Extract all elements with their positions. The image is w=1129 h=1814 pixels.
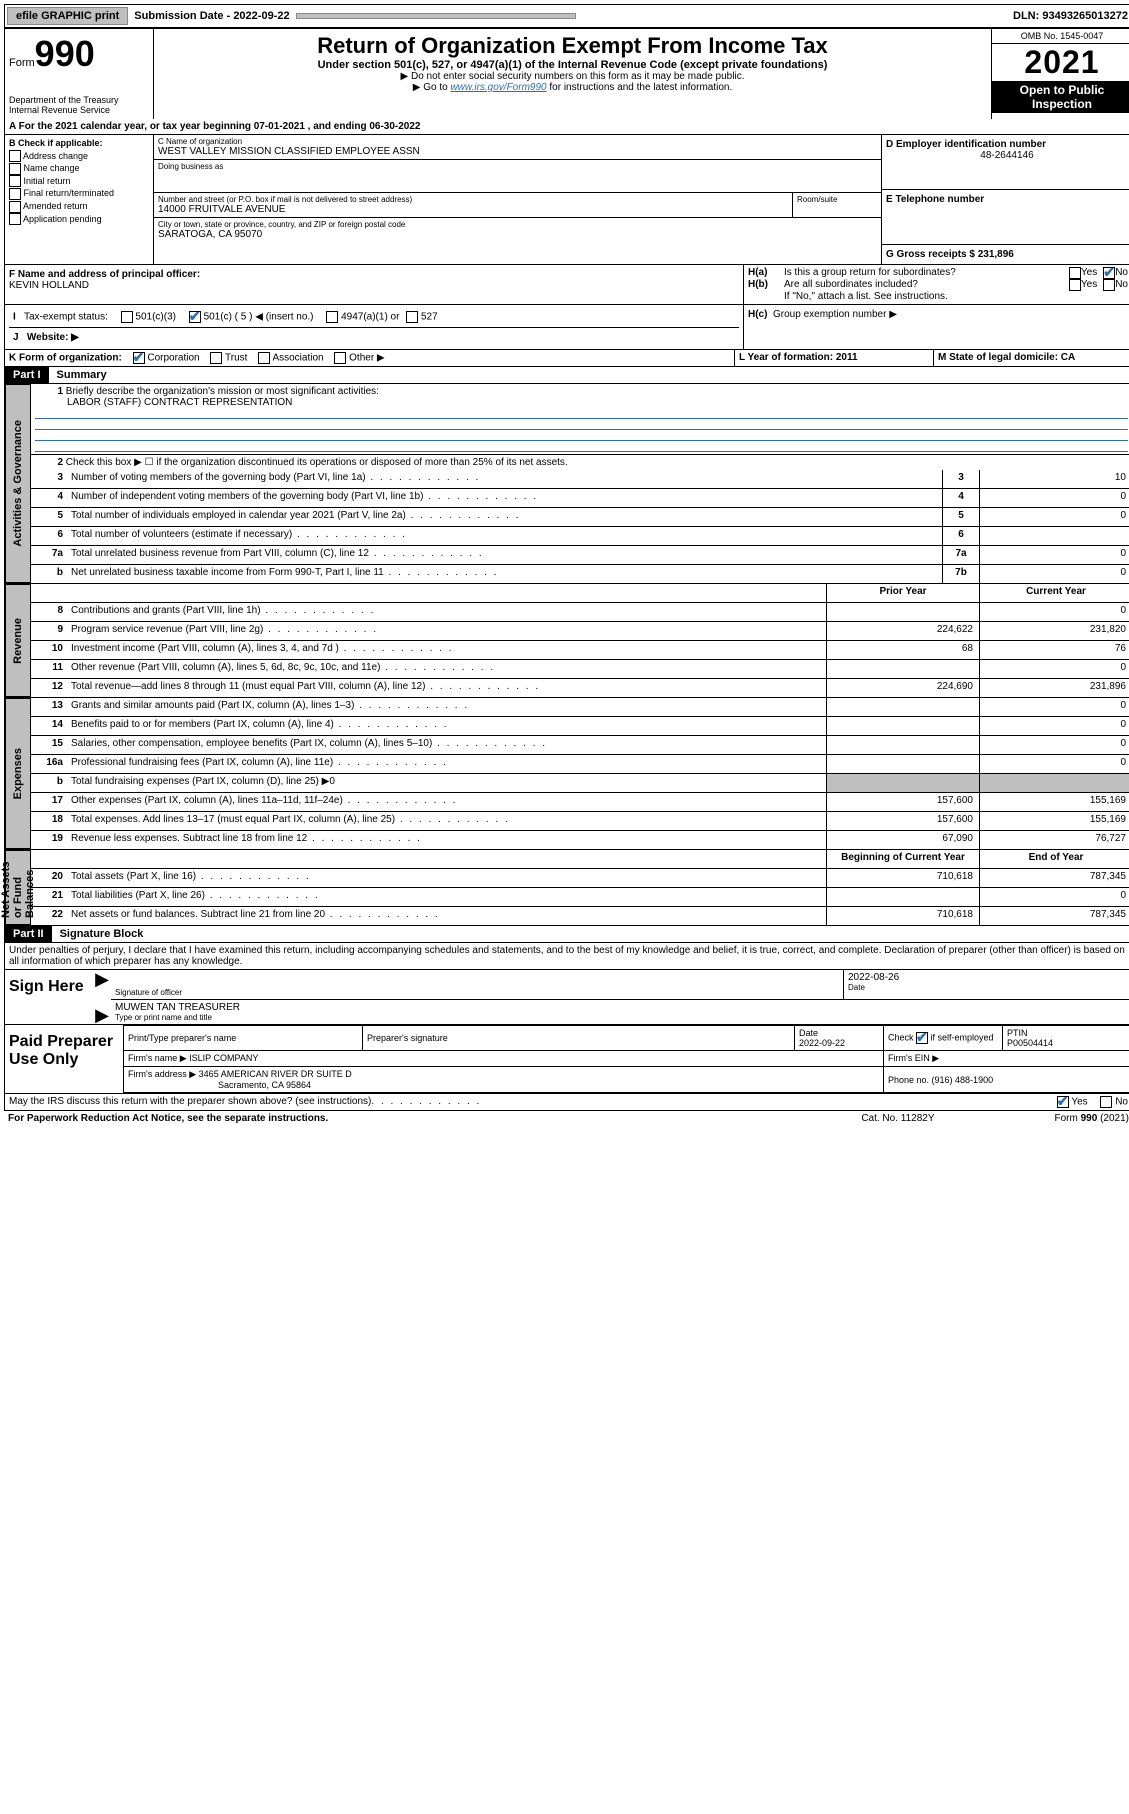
tab-governance: Activities & Governance <box>5 384 30 583</box>
section-m-state: M State of legal domicile: CA <box>933 350 1129 366</box>
arrow-icon: ▶▶ <box>93 970 111 1024</box>
table-row: 14Benefits paid to or for members (Part … <box>31 717 1129 736</box>
page-title: Return of Organization Exempt From Incom… <box>158 33 987 59</box>
mission-text: LABOR (STAFF) CONTRACT REPRESENTATION <box>35 397 1128 408</box>
other-checkbox[interactable] <box>334 352 346 364</box>
527-checkbox[interactable] <box>406 311 418 323</box>
preparer-sig-label: Preparer's signature <box>363 1026 795 1051</box>
tax-year-line: A For the 2021 calendar year, or tax yea… <box>5 119 1129 134</box>
irs-discuss-row: May the IRS discuss this return with the… <box>5 1093 1129 1110</box>
sign-here-label: Sign Here <box>5 970 93 1024</box>
section-f-officer: F Name and address of principal officer:… <box>5 265 743 304</box>
section-k-form-org: K Form of organization: Corporation Trus… <box>5 350 734 366</box>
part2-title: Signature Block <box>52 928 144 940</box>
irs-link[interactable]: www.irs.gov/Form990 <box>450 82 546 93</box>
table-row: 9Program service revenue (Part VIII, lin… <box>31 622 1129 641</box>
ha-no-checkbox[interactable] <box>1103 267 1115 279</box>
top-bar: efile GRAPHIC print Submission Date - 20… <box>4 4 1129 28</box>
final-return-checkbox[interactable] <box>9 188 21 200</box>
table-row: 7aTotal unrelated business revenue from … <box>31 546 1129 565</box>
address-change-checkbox[interactable] <box>9 150 21 162</box>
col-prior-year: Prior Year <box>826 584 979 602</box>
penalty-text: Under penalties of perjury, I declare th… <box>5 943 1129 970</box>
corp-checkbox[interactable] <box>133 352 145 364</box>
initial-return-checkbox[interactable] <box>9 175 21 187</box>
col-beginning-year: Beginning of Current Year <box>826 850 979 868</box>
table-row: 16aProfessional fundraising fees (Part I… <box>31 755 1129 774</box>
table-row: 10Investment income (Part VIII, column (… <box>31 641 1129 660</box>
hb-no-checkbox[interactable] <box>1103 279 1115 291</box>
4947-checkbox[interactable] <box>326 311 338 323</box>
section-hc: H(c) Group exemption number ▶ <box>743 305 1129 349</box>
col-end-year: End of Year <box>979 850 1129 868</box>
table-row: 19Revenue less expenses. Subtract line 1… <box>31 831 1129 849</box>
self-employed-check: Check if self-employed <box>884 1026 1003 1051</box>
table-row: 12Total revenue—add lines 8 through 11 (… <box>31 679 1129 697</box>
assoc-checkbox[interactable] <box>258 352 270 364</box>
section-j-website: J Website: ▶ <box>9 328 739 347</box>
paperwork-notice: For Paperwork Reduction Act Notice, see … <box>8 1113 328 1124</box>
table-row: 4Number of independent voting members of… <box>31 489 1129 508</box>
table-row: 15Salaries, other compensation, employee… <box>31 736 1129 755</box>
submission-bar-button[interactable] <box>296 13 576 19</box>
irs-no-checkbox[interactable] <box>1100 1096 1112 1108</box>
efile-print-button[interactable]: efile GRAPHIC print <box>7 7 128 25</box>
form-footer: Form 990 (2021) <box>1055 1113 1129 1124</box>
part2-header: Part II <box>5 926 52 942</box>
section-i-tax-status: I Tax-exempt status: 501(c)(3) 501(c) ( … <box>9 307 739 328</box>
self-employed-checkbox[interactable] <box>916 1032 928 1044</box>
amended-return-checkbox[interactable] <box>9 201 21 213</box>
discontinued-text: Check this box ▶ ☐ if the organization d… <box>66 457 568 468</box>
table-row: bTotal fundraising expenses (Part IX, co… <box>31 774 1129 793</box>
hb-yes-checkbox[interactable] <box>1069 279 1081 291</box>
501c3-checkbox[interactable] <box>121 311 133 323</box>
table-row: 8Contributions and grants (Part VIII, li… <box>31 603 1129 622</box>
cat-no: Cat. No. 11282Y <box>861 1113 934 1124</box>
form-title-cell: Return of Organization Exempt From Incom… <box>154 29 991 119</box>
table-row: 3Number of voting members of the governi… <box>31 470 1129 489</box>
application-pending-checkbox[interactable] <box>9 213 21 225</box>
table-row: 18Total expenses. Add lines 13–17 (must … <box>31 812 1129 831</box>
table-row: 21Total liabilities (Part X, line 26)0 <box>31 888 1129 907</box>
officer-name: MUWEN TAN TREASURER <box>115 1002 1128 1013</box>
year-cell: OMB No. 1545-0047 2021 Open to Public In… <box>991 29 1129 119</box>
preparer-name-label: Print/Type preparer's name <box>124 1026 363 1051</box>
part1-title: Summary <box>49 369 107 381</box>
trust-checkbox[interactable] <box>210 352 222 364</box>
form-number-cell: Form990 Department of the Treasury Inter… <box>5 29 154 119</box>
table-row: 22Net assets or fund balances. Subtract … <box>31 907 1129 925</box>
tab-net-assets: Net Assets or Fund Balances <box>5 850 30 925</box>
tab-revenue: Revenue <box>5 584 30 697</box>
table-row: bNet unrelated business taxable income f… <box>31 565 1129 583</box>
table-row: 20Total assets (Part X, line 16)710,6187… <box>31 869 1129 888</box>
section-d-ein: D Employer identification number 48-2644… <box>881 135 1129 264</box>
table-row: 6Total number of volunteers (estimate if… <box>31 527 1129 546</box>
ha-yes-checkbox[interactable] <box>1069 267 1081 279</box>
501c-checkbox[interactable] <box>189 311 201 323</box>
irs-yes-checkbox[interactable] <box>1057 1096 1069 1108</box>
table-row: 11Other revenue (Part VIII, column (A), … <box>31 660 1129 679</box>
table-row: 17Other expenses (Part IX, column (A), l… <box>31 793 1129 812</box>
section-b-checkboxes: B Check if applicable: Address change Na… <box>5 135 154 264</box>
submission-date-label: Submission Date - 2022-09-22 <box>130 10 293 22</box>
section-c-org-info: C Name of organization WEST VALLEY MISSI… <box>154 135 881 264</box>
part1-header: Part I <box>5 367 49 383</box>
table-row: 5Total number of individuals employed in… <box>31 508 1129 527</box>
dln-label: DLN: 93493265013272 <box>1013 10 1129 22</box>
col-current-year: Current Year <box>979 584 1129 602</box>
name-change-checkbox[interactable] <box>9 163 21 175</box>
section-l-year: L Year of formation: 2011 <box>734 350 933 366</box>
section-h: H(a)Is this a group return for subordina… <box>743 265 1129 304</box>
paid-preparer-label: Paid Preparer Use Only <box>5 1025 123 1093</box>
tab-expenses: Expenses <box>5 698 30 849</box>
table-row: 13Grants and similar amounts paid (Part … <box>31 698 1129 717</box>
